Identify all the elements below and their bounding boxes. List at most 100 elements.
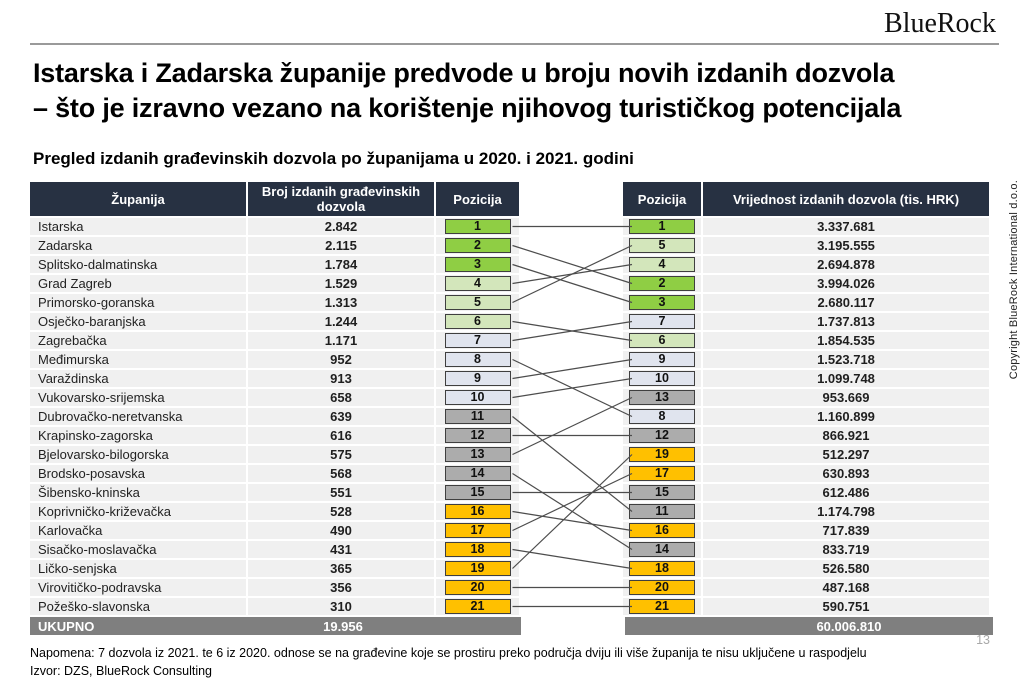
permit-count: 952 — [248, 351, 436, 368]
county-name: Brodsko-posavska — [30, 465, 248, 482]
permit-count: 528 — [248, 503, 436, 520]
table-row: Virovitičko-podravska 356 20 20 487.168 — [30, 579, 993, 596]
rank-box-right: 12 — [629, 428, 695, 443]
permit-value: 717.839 — [703, 522, 989, 539]
slide-title-line2: – što je izravno vezano na korištenje nj… — [33, 93, 902, 123]
position-left-cell: 12 — [436, 427, 519, 444]
position-right-cell: 16 — [623, 522, 703, 539]
gap-cell — [519, 484, 623, 501]
position-left-cell: 11 — [436, 408, 519, 425]
rank-box-right: 10 — [629, 371, 695, 386]
total-right-bar: 60.006.810 — [625, 617, 993, 635]
rank-box-left: 18 — [444, 542, 511, 557]
table-row: Bjelovarsko-bilogorska 575 13 19 512.297 — [30, 446, 993, 463]
position-right-cell: 20 — [623, 579, 703, 596]
gap-cell — [519, 427, 623, 444]
table-row: Karlovačka 490 17 16 717.839 — [30, 522, 993, 539]
position-left-cell: 2 — [436, 237, 519, 254]
rank-box-right: 8 — [629, 409, 695, 424]
permit-value: 833.719 — [703, 541, 989, 558]
rank-box-left: 8 — [444, 352, 511, 367]
permit-value: 1.099.748 — [703, 370, 989, 387]
rank-box-left: 15 — [444, 485, 511, 500]
county-name: Virovitičko-podravska — [30, 579, 248, 596]
total-gap — [521, 617, 625, 635]
table-row: Šibensko-kninska 551 15 15 612.486 — [30, 484, 993, 501]
county-name: Vukovarsko-srijemska — [30, 389, 248, 406]
position-right-cell: 14 — [623, 541, 703, 558]
county-name: Bjelovarsko-bilogorska — [30, 446, 248, 463]
permit-value: 590.751 — [703, 598, 989, 615]
position-left-cell: 10 — [436, 389, 519, 406]
permit-value: 2.694.878 — [703, 256, 989, 273]
position-left-cell: 14 — [436, 465, 519, 482]
gap-cell — [519, 503, 623, 520]
table-row: Brodsko-posavska 568 14 17 630.893 — [30, 465, 993, 482]
permit-value: 953.669 — [703, 389, 989, 406]
copyright-vertical-text: Copyright BlueRock International d.o.o. — [1008, 180, 1020, 380]
permit-count: 616 — [248, 427, 436, 444]
rank-box-left: 9 — [444, 371, 511, 386]
county-name: Krapinsko-zagorska — [30, 427, 248, 444]
rank-box-left: 5 — [444, 295, 511, 310]
table-row: Krapinsko-zagorska 616 12 12 866.921 — [30, 427, 993, 444]
county-name: Ličko-senjska — [30, 560, 248, 577]
position-right-cell: 18 — [623, 560, 703, 577]
permit-count: 658 — [248, 389, 436, 406]
position-left-cell: 17 — [436, 522, 519, 539]
county-name: Varaždinska — [30, 370, 248, 387]
rank-box-right: 16 — [629, 523, 695, 538]
rank-box-right: 11 — [629, 504, 695, 519]
rank-box-left: 21 — [444, 599, 511, 614]
table-row: Požeško-slavonska 310 21 21 590.751 — [30, 598, 993, 615]
county-name: Šibensko-kninska — [30, 484, 248, 501]
permit-count: 551 — [248, 484, 436, 501]
table-row: Varaždinska 913 9 10 1.099.748 — [30, 370, 993, 387]
gap-cell — [519, 579, 623, 596]
rank-box-left: 2 — [444, 238, 511, 253]
gap-cell — [519, 218, 623, 235]
permit-value: 866.921 — [703, 427, 989, 444]
position-right-cell: 5 — [623, 237, 703, 254]
permit-count: 365 — [248, 560, 436, 577]
table-row: Vukovarsko-srijemska 658 10 13 953.669 — [30, 389, 993, 406]
header-permit-count: Broj izdanih građevinskih dozvola — [248, 182, 436, 216]
rank-box-left: 13 — [444, 447, 511, 462]
position-right-cell: 12 — [623, 427, 703, 444]
rank-box-right: 9 — [629, 352, 695, 367]
gap-cell — [519, 237, 623, 254]
permit-value: 1.523.718 — [703, 351, 989, 368]
position-left-cell: 18 — [436, 541, 519, 558]
table-caption: Pregled izdanih građevinskih dozvola po … — [33, 149, 634, 168]
gap-cell — [519, 275, 623, 292]
gap-cell — [519, 560, 623, 577]
rank-box-right: 3 — [629, 295, 695, 310]
header-position-left: Pozicija — [436, 182, 519, 216]
table-row: Dubrovačko-neretvanska 639 11 8 1.160.89… — [30, 408, 993, 425]
rank-box-right: 2 — [629, 276, 695, 291]
permit-count: 1.171 — [248, 332, 436, 349]
county-name: Sisačko-moslavačka — [30, 541, 248, 558]
rank-box-right: 15 — [629, 485, 695, 500]
position-left-cell: 6 — [436, 313, 519, 330]
rank-box-right: 7 — [629, 314, 695, 329]
county-name: Primorsko-goranska — [30, 294, 248, 311]
table-row: Međimurska 952 8 9 1.523.718 — [30, 351, 993, 368]
gap-cell — [519, 313, 623, 330]
permit-value: 512.297 — [703, 446, 989, 463]
table-body: Istarska 2.842 1 1 3.337.681 Zadarska 2.… — [30, 218, 993, 615]
county-name: Međimurska — [30, 351, 248, 368]
table-row: Osječko-baranjska 1.244 6 7 1.737.813 — [30, 313, 993, 330]
county-name: Istarska — [30, 218, 248, 235]
rank-box-right: 20 — [629, 580, 695, 595]
permit-value: 630.893 — [703, 465, 989, 482]
table-row: Koprivničko-križevačka 528 16 11 1.174.7… — [30, 503, 993, 520]
total-label: UKUPNO — [38, 618, 95, 634]
position-right-cell: 19 — [623, 446, 703, 463]
rank-box-left: 12 — [444, 428, 511, 443]
gap-cell — [519, 256, 623, 273]
permits-table: Županija Broj izdanih građevinskih dozvo… — [30, 182, 993, 635]
rank-box-left: 17 — [444, 523, 511, 538]
table-row: Zadarska 2.115 2 5 3.195.555 — [30, 237, 993, 254]
gap-cell — [519, 351, 623, 368]
